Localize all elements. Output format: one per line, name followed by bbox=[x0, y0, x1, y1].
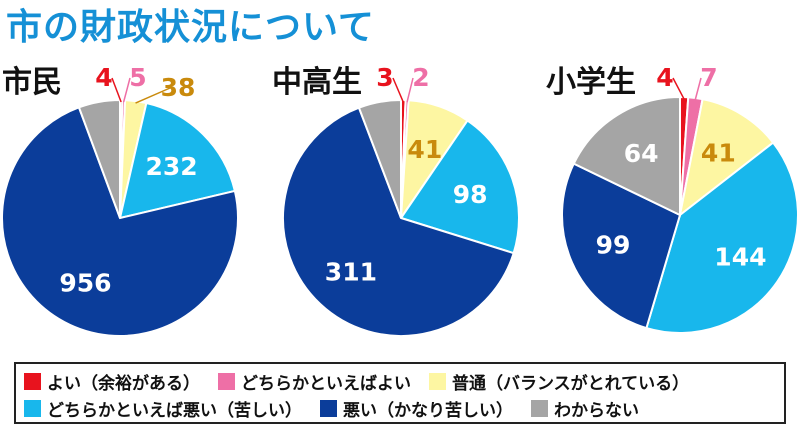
leader-line bbox=[135, 87, 171, 104]
legend-swatch-bad bbox=[320, 400, 337, 417]
data-label-somewhat-good: 5 bbox=[129, 63, 146, 92]
legend-row-1: よい（余裕がある） どちらかといえばよい 普通（バランスがとれている） bbox=[24, 368, 776, 395]
data-label-somewhat-good: 7 bbox=[700, 63, 717, 92]
legend-item-good: よい（余裕がある） bbox=[24, 369, 200, 394]
pie-chart-3: 小学生 4 7 41 144 99 64 bbox=[546, 63, 799, 334]
legend-label-somewhat-bad: どちらかといえば悪い（苦しい） bbox=[47, 401, 302, 421]
pie-title: 市民 bbox=[2, 65, 62, 100]
chart-legend: よい（余裕がある） どちらかといえばよい 普通（バランスがとれている） どちらか… bbox=[14, 362, 786, 424]
data-label-good: 4 bbox=[656, 63, 673, 92]
pie-chart-1: 市民 4 5 38 232 956 bbox=[1, 63, 239, 337]
data-label-bad: 956 bbox=[59, 268, 111, 297]
legend-swatch-somewhat-good bbox=[218, 373, 235, 390]
legend-label-bad: 悪い（かなり苦しい） bbox=[343, 401, 513, 421]
leader-line bbox=[406, 77, 414, 103]
pie-title: 中高生 bbox=[272, 65, 362, 100]
data-label-good: 4 bbox=[95, 63, 112, 92]
data-label-bad: 311 bbox=[325, 257, 377, 286]
legend-label-somewhat-good: どちらかといえばよい bbox=[241, 374, 411, 394]
legend-item-unknown: わからない bbox=[531, 396, 639, 421]
data-label-somewhat-bad: 144 bbox=[714, 242, 766, 271]
data-label-good: 3 bbox=[376, 63, 393, 92]
legend-label-normal: 普通（バランスがとれている） bbox=[452, 374, 690, 394]
legend-swatch-good bbox=[24, 373, 41, 390]
legend-row-2: どちらかといえば悪い（苦しい） 悪い（かなり苦しい） わからない bbox=[24, 395, 776, 422]
pie-slice-somewhat-bad bbox=[118, 101, 237, 220]
pie-slice-normal bbox=[678, 98, 775, 218]
legend-item-bad: 悪い（かなり苦しい） bbox=[320, 396, 513, 421]
pie-slice-bad bbox=[561, 162, 682, 330]
data-label-somewhat-bad: 232 bbox=[145, 152, 197, 181]
pie-slice-somewhat-bad bbox=[399, 119, 520, 255]
leader-line bbox=[111, 77, 122, 103]
legend-item-somewhat-good: どちらかといえばよい bbox=[218, 369, 411, 394]
legend-label-good: よい（余裕がある） bbox=[47, 374, 200, 394]
legend-item-somewhat-bad: どちらかといえば悪い（苦しい） bbox=[24, 396, 302, 421]
data-label-unknown: 64 bbox=[624, 139, 659, 168]
data-label-somewhat-good: 2 bbox=[412, 63, 429, 92]
legend-swatch-unknown bbox=[531, 400, 548, 417]
leader-line bbox=[392, 77, 404, 103]
pie-slice-unknown bbox=[357, 98, 402, 219]
pie-slice-somewhat-bad bbox=[645, 141, 799, 334]
page-title: 市の財政状況について bbox=[6, 7, 375, 48]
legend-item-normal: 普通（バランスがとれている） bbox=[429, 369, 689, 394]
leader-line bbox=[694, 77, 702, 101]
pie-chart-2: 中高生 3 2 41 98 311 bbox=[272, 63, 520, 337]
data-label-somewhat-bad: 98 bbox=[453, 180, 488, 209]
pie-slice-bad bbox=[282, 106, 515, 337]
legend-swatch-somewhat-bad bbox=[24, 400, 41, 417]
data-label-normal: 41 bbox=[407, 135, 442, 164]
data-label-normal: 38 bbox=[161, 73, 196, 102]
leader-line bbox=[672, 77, 685, 100]
legend-swatch-normal bbox=[429, 373, 446, 390]
pie-title: 小学生 bbox=[546, 65, 636, 100]
data-label-bad: 99 bbox=[596, 231, 631, 260]
pie-slice-unknown bbox=[572, 95, 681, 217]
data-label-normal: 41 bbox=[701, 139, 736, 168]
legend-label-unknown: わからない bbox=[554, 401, 639, 421]
leader-line bbox=[122, 77, 131, 103]
pie-slice-bad bbox=[1, 106, 239, 337]
